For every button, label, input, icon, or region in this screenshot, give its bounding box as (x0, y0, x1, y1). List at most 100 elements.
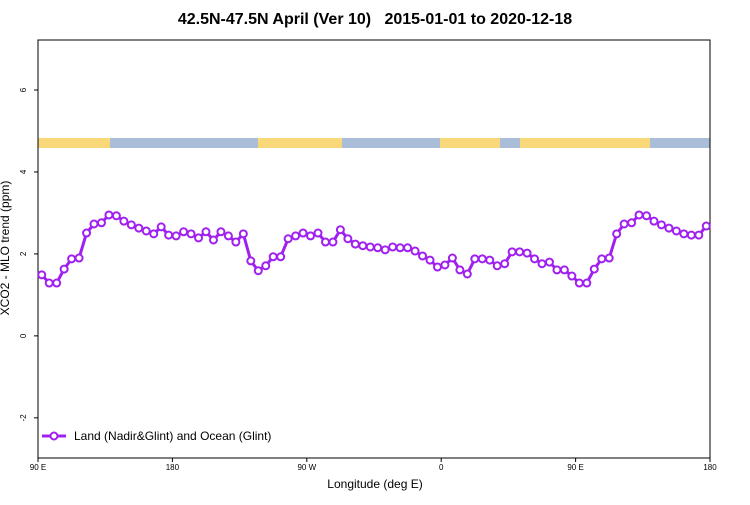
data-point (74, 253, 84, 263)
data-point (432, 262, 442, 272)
data-point (686, 230, 696, 240)
data-point (253, 266, 263, 276)
data-point (283, 234, 293, 244)
data-point (447, 253, 457, 263)
y-tick-label: -2 (19, 414, 28, 422)
data-point (552, 265, 562, 275)
data-point (171, 231, 181, 241)
data-point (634, 210, 644, 220)
data-point (350, 239, 360, 249)
plot-frame (37, 39, 711, 459)
legend-label: Land (Nadir&Glint) and Ocean (Glint) (74, 429, 271, 443)
data-point (343, 234, 353, 244)
data-point (462, 269, 472, 279)
data-point (507, 247, 517, 257)
data-point (440, 260, 450, 270)
data-point (522, 248, 532, 258)
data-point (82, 228, 92, 238)
data-point (298, 228, 308, 238)
data-point (134, 223, 144, 233)
data-point (291, 231, 301, 241)
x-tick-label: 90 E (567, 463, 583, 472)
data-point (373, 243, 383, 253)
data-point (395, 243, 405, 253)
data-point (261, 261, 271, 271)
data-point (582, 278, 592, 288)
x-tick-label: 0 (439, 463, 444, 472)
data-point (485, 255, 495, 265)
data-point (335, 225, 345, 235)
data-point (149, 229, 159, 239)
y-axis-label: XCO2 - MLO trend (ppm) (0, 181, 12, 316)
data-point (320, 237, 330, 247)
data-point (410, 246, 420, 256)
y-tick-label: 2 (19, 251, 28, 256)
data-point (649, 216, 659, 226)
data-point (156, 222, 166, 232)
data-point (179, 227, 189, 237)
data-point (96, 218, 106, 228)
data-point (119, 216, 129, 226)
data-point (186, 229, 196, 239)
data-point (380, 245, 390, 255)
data-point (537, 259, 547, 269)
data-point (403, 243, 413, 253)
data-point (477, 254, 487, 264)
data-point (67, 254, 77, 264)
data-point (313, 228, 323, 238)
data-point (567, 271, 577, 281)
legend-marker (49, 431, 59, 441)
data-point (425, 255, 435, 265)
y-tick-label: 4 (19, 169, 28, 174)
data-point (656, 220, 666, 230)
data-point (201, 227, 211, 237)
data-point (104, 210, 114, 220)
data-point (701, 221, 711, 231)
data-point (268, 252, 278, 262)
data-point (365, 242, 375, 252)
data-point (223, 231, 233, 241)
x-tick-label: 180 (166, 463, 180, 472)
data-point (216, 227, 226, 237)
data-point (358, 241, 368, 251)
data-point (306, 231, 316, 241)
data-point (126, 220, 136, 230)
x-tick-label: 90 E (30, 463, 46, 472)
data-point (627, 218, 637, 228)
data-point (671, 226, 681, 236)
data-point (694, 230, 704, 240)
data-point (231, 237, 241, 247)
data-point (589, 264, 599, 274)
data-point (276, 252, 286, 262)
data-point (492, 261, 502, 271)
data-point (530, 254, 540, 264)
data-point (194, 233, 204, 243)
data-point (328, 237, 338, 247)
data-point (246, 256, 256, 266)
data-point (89, 219, 99, 229)
data-point (544, 257, 554, 267)
data-point (52, 278, 62, 288)
x-tick-label: 90 W (297, 463, 316, 472)
data-point (208, 235, 218, 245)
data-point (418, 251, 428, 261)
x-tick-label: 180 (703, 463, 717, 472)
y-tick-label: 6 (19, 87, 28, 92)
data-point (164, 230, 174, 240)
data-point (559, 265, 569, 275)
data-point (44, 278, 54, 288)
data-point (37, 270, 47, 280)
chart-title: 42.5N-47.5N April (Ver 10) 2015-01-01 to… (178, 11, 572, 28)
land-ocean-band (38, 138, 710, 148)
data-point (619, 219, 629, 229)
data-point (642, 211, 652, 221)
data-point (500, 259, 510, 269)
data-point (388, 242, 398, 252)
data-point (455, 265, 465, 275)
data-point (470, 254, 480, 264)
data-point (141, 226, 151, 236)
data-point (604, 253, 614, 263)
data-point (515, 247, 525, 257)
data-point (597, 254, 607, 264)
